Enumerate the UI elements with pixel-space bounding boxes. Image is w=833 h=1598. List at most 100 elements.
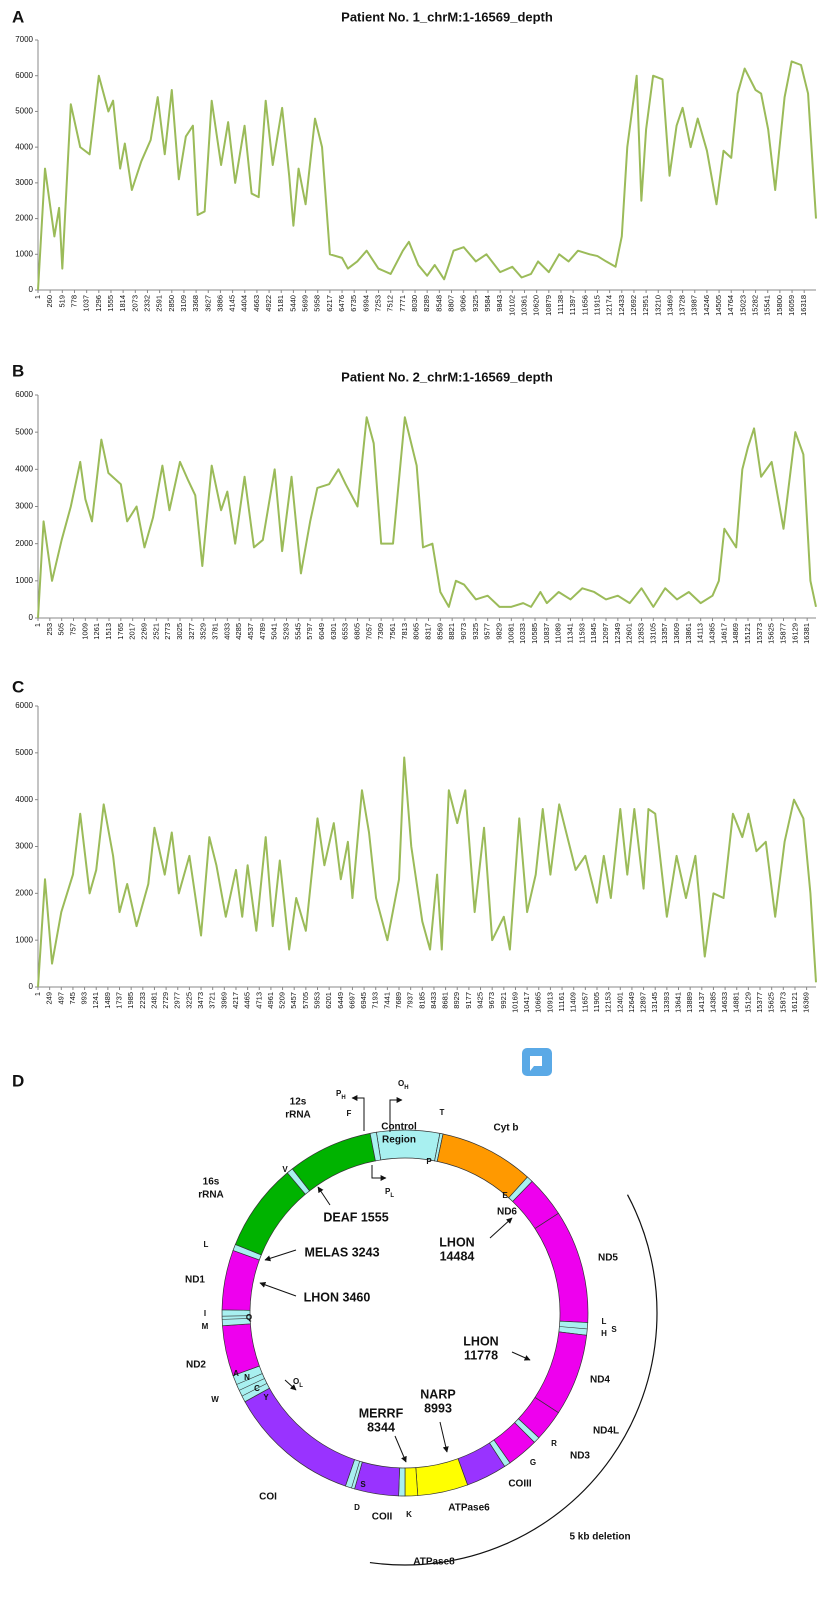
x-tick-label: 13105: [648, 623, 657, 644]
gene-label: ND4L: [593, 1426, 619, 1437]
x-tick-label: 13210: [653, 295, 662, 316]
x-tick-label: 8569: [435, 623, 444, 640]
x-tick-label: 1814: [118, 295, 127, 312]
x-tick-label: 260: [45, 295, 54, 308]
x-tick-label: 15625: [767, 623, 776, 644]
x-tick-label: 2773: [163, 623, 172, 640]
x-tick-label: 9066: [459, 295, 468, 312]
x-tick-label: 10665: [534, 992, 543, 1013]
x-tick-label: 6805: [352, 623, 361, 640]
promoter-label: OH: [398, 1079, 409, 1090]
x-tick-label: 12853: [636, 623, 645, 644]
y-tick-label: 4000: [15, 142, 33, 151]
x-tick-label: 11915: [592, 295, 601, 315]
x-tick-label: 6994: [361, 295, 370, 312]
x-tick-label: 993: [80, 992, 89, 1005]
x-tick-label: 778: [69, 295, 78, 308]
x-tick-label: 13889: [685, 992, 694, 1013]
gene-label: 12s: [290, 1097, 307, 1108]
mutation-arrow: [512, 1352, 530, 1360]
y-tick-label: 5000: [15, 427, 33, 436]
x-tick-label: 8807: [446, 295, 455, 312]
chart-title: Patient No. 2_chrM:1-16569_depth: [341, 369, 553, 384]
page: {"panel_labels": ["A", "B", "C", "D"], "…: [0, 0, 833, 1598]
x-tick-label: 14764: [726, 295, 735, 316]
ring-segment: [245, 1388, 355, 1486]
x-tick-label: 5545: [293, 623, 302, 640]
depth-line: [38, 417, 816, 618]
x-tick-label: 1261: [92, 623, 101, 640]
trna-label: M: [202, 1322, 209, 1331]
x-tick-label: 8681: [441, 992, 450, 1009]
x-tick-label: 6945: [359, 992, 368, 1009]
x-tick-label: 11656: [580, 295, 589, 315]
gene-label: ND4: [590, 1375, 610, 1386]
gene-label: COI: [259, 1492, 277, 1503]
mutation-arrow: [395, 1436, 406, 1462]
x-tick-label: 7309: [376, 623, 385, 640]
gene-label: ND6: [497, 1207, 517, 1218]
gene-label: rRNA: [285, 1110, 311, 1121]
x-tick-label: 8821: [447, 623, 456, 640]
y-tick-label: 3000: [15, 502, 33, 511]
x-tick-label: 3277: [187, 623, 196, 640]
x-tick-label: 745: [68, 992, 77, 1005]
trna-label: I: [204, 1309, 206, 1318]
gene-label: rRNA: [198, 1190, 224, 1201]
trna-label: V: [282, 1165, 288, 1174]
x-tick-label: 9843: [495, 295, 504, 312]
x-tick-label: 6553: [341, 623, 350, 640]
x-tick-label: 5457: [289, 992, 298, 1009]
trna-label: D: [354, 1503, 360, 1512]
x-tick-label: 10620: [532, 295, 541, 316]
x-tick-label: 8289: [422, 295, 431, 312]
x-tick-label: 10417: [522, 992, 531, 1013]
trna-label: Q: [246, 1313, 252, 1322]
deletion-arc: [370, 1195, 657, 1565]
mutation-label: MELAS 3243: [304, 1245, 379, 1259]
y-tick-label: 7000: [15, 35, 33, 44]
x-tick-label: 9584: [483, 295, 492, 312]
ring-segment: [437, 1134, 527, 1198]
y-tick-label: 5000: [15, 748, 33, 757]
x-tick-label: 11138: [556, 295, 565, 315]
trna-label: G: [530, 1458, 536, 1467]
mutation-label: DEAF 1555: [323, 1210, 388, 1224]
mutation-label: 8344: [367, 1420, 395, 1434]
x-tick-label: 15377: [755, 992, 764, 1013]
y-tick-label: 4000: [15, 795, 33, 804]
x-tick-label: 9073: [459, 623, 468, 640]
x-tick-label: 8030: [410, 295, 419, 312]
promoter-sub: H: [404, 1085, 408, 1091]
x-tick-label: 10837: [542, 623, 551, 644]
x-tick-label: 1296: [94, 295, 103, 312]
x-tick-label: 15541: [763, 295, 772, 316]
x-tick-label: 12897: [639, 992, 648, 1013]
x-tick-label: 2729: [161, 992, 170, 1009]
x-tick-label: 12649: [627, 992, 636, 1013]
x-tick-label: 13728: [678, 295, 687, 316]
promoter-sub: L: [390, 1193, 394, 1199]
x-tick-label: 9325: [471, 295, 480, 312]
x-tick-label: 11161: [557, 992, 566, 1012]
x-tick-label: 2332: [142, 295, 151, 312]
x-tick-label: 2591: [155, 295, 164, 312]
x-tick-label: 4217: [231, 992, 240, 1009]
mutation-label: LHON 3460: [304, 1290, 371, 1304]
trna-label: Y: [263, 1393, 269, 1402]
x-tick-label: 14385: [708, 992, 717, 1013]
x-tick-label: 5209: [278, 992, 287, 1009]
x-tick-label: 5797: [305, 623, 314, 640]
trna-label: S: [360, 1480, 366, 1489]
y-tick-label: 6000: [15, 71, 33, 80]
trna-label: S: [611, 1325, 617, 1334]
x-tick-label: 14881: [732, 992, 741, 1013]
y-tick-label: 2000: [15, 888, 33, 897]
x-tick-label: 2521: [151, 623, 160, 640]
gene-label: ATPase6: [448, 1503, 490, 1514]
x-tick-label: 1489: [103, 992, 112, 1009]
x-tick-label: 1037: [82, 295, 91, 312]
x-tick-label: 13469: [665, 295, 674, 316]
x-tick-label: 8185: [417, 992, 426, 1009]
figure: APatient No. 1_chrM:1-16569_depth0100020…: [0, 0, 833, 1598]
